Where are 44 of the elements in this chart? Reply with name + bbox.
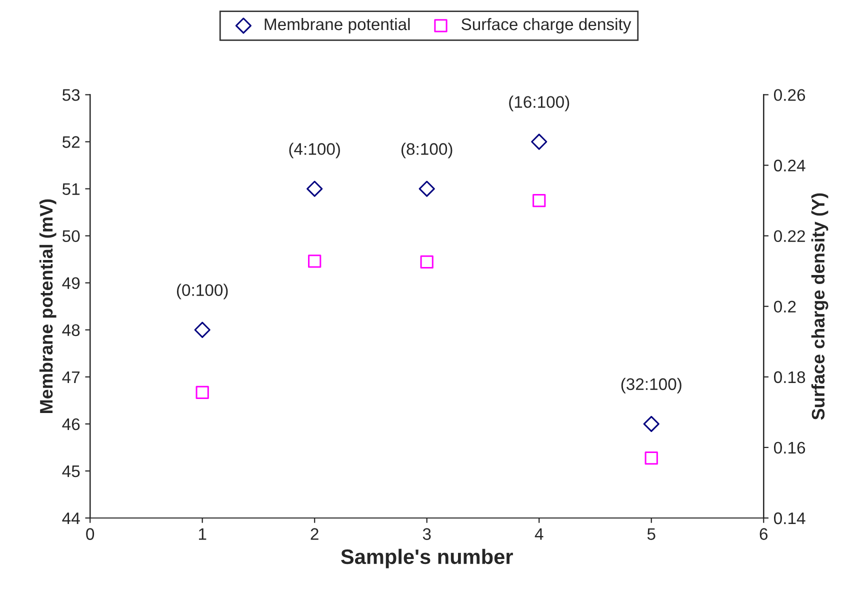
y2-axis-title: Surface charge density (Y) (811, 193, 828, 420)
annotation: (32:100) (621, 378, 682, 394)
x-tick-label: 6 (760, 528, 768, 540)
point (532, 194, 546, 208)
y-tick-label: 52 (62, 136, 80, 148)
point (531, 134, 548, 150)
legend-label: Membrane potential (264, 18, 410, 34)
annotation: (16:100) (509, 96, 570, 112)
legend-label: Surface charge density (462, 18, 632, 34)
y-tick-label: 50 (62, 230, 80, 242)
x-tick-label: 5 (647, 528, 656, 540)
y2-tick-label: 0.14 (774, 512, 806, 524)
x-axis-title: Sample's number (341, 548, 513, 568)
y2-tick-label: 0.22 (774, 230, 805, 242)
point (196, 386, 209, 399)
point (194, 322, 210, 338)
x-tick-label: 2 (310, 528, 318, 540)
annotation: (8:100) (401, 142, 452, 158)
y-axis-title: Membrane potential (mV) (39, 199, 56, 413)
y-tick-label: 47 (62, 371, 80, 383)
x-tick-label: 4 (534, 528, 544, 540)
y-tick-label: 44 (62, 512, 80, 524)
annotation: (4:100) (289, 142, 340, 158)
y2-tick-label: 0.24 (774, 160, 806, 172)
y-tick-label: 49 (62, 277, 80, 290)
y-tick-label: 53 (62, 89, 80, 101)
point (308, 254, 322, 268)
x-tick-label: 1 (198, 528, 206, 540)
y2-tick-label: 0.18 (774, 371, 806, 384)
y2-tick-label: 0.26 (774, 89, 806, 101)
y2-tick-label: 0.16 (774, 442, 806, 454)
y-tick-label: 46 (62, 418, 80, 430)
y-tick-label: 45 (62, 466, 80, 478)
point (418, 180, 435, 197)
point (643, 416, 660, 432)
annotation: (0:100) (176, 284, 228, 300)
y-tick-label: 48 (62, 324, 80, 336)
point (306, 180, 323, 197)
point (644, 451, 658, 465)
point (420, 255, 434, 268)
y-tick-label: 51 (62, 183, 80, 195)
y2-tick-label: 0.2 (774, 300, 796, 313)
x-tick-label: 3 (422, 528, 431, 540)
x-tick-label: 0 (86, 528, 94, 540)
